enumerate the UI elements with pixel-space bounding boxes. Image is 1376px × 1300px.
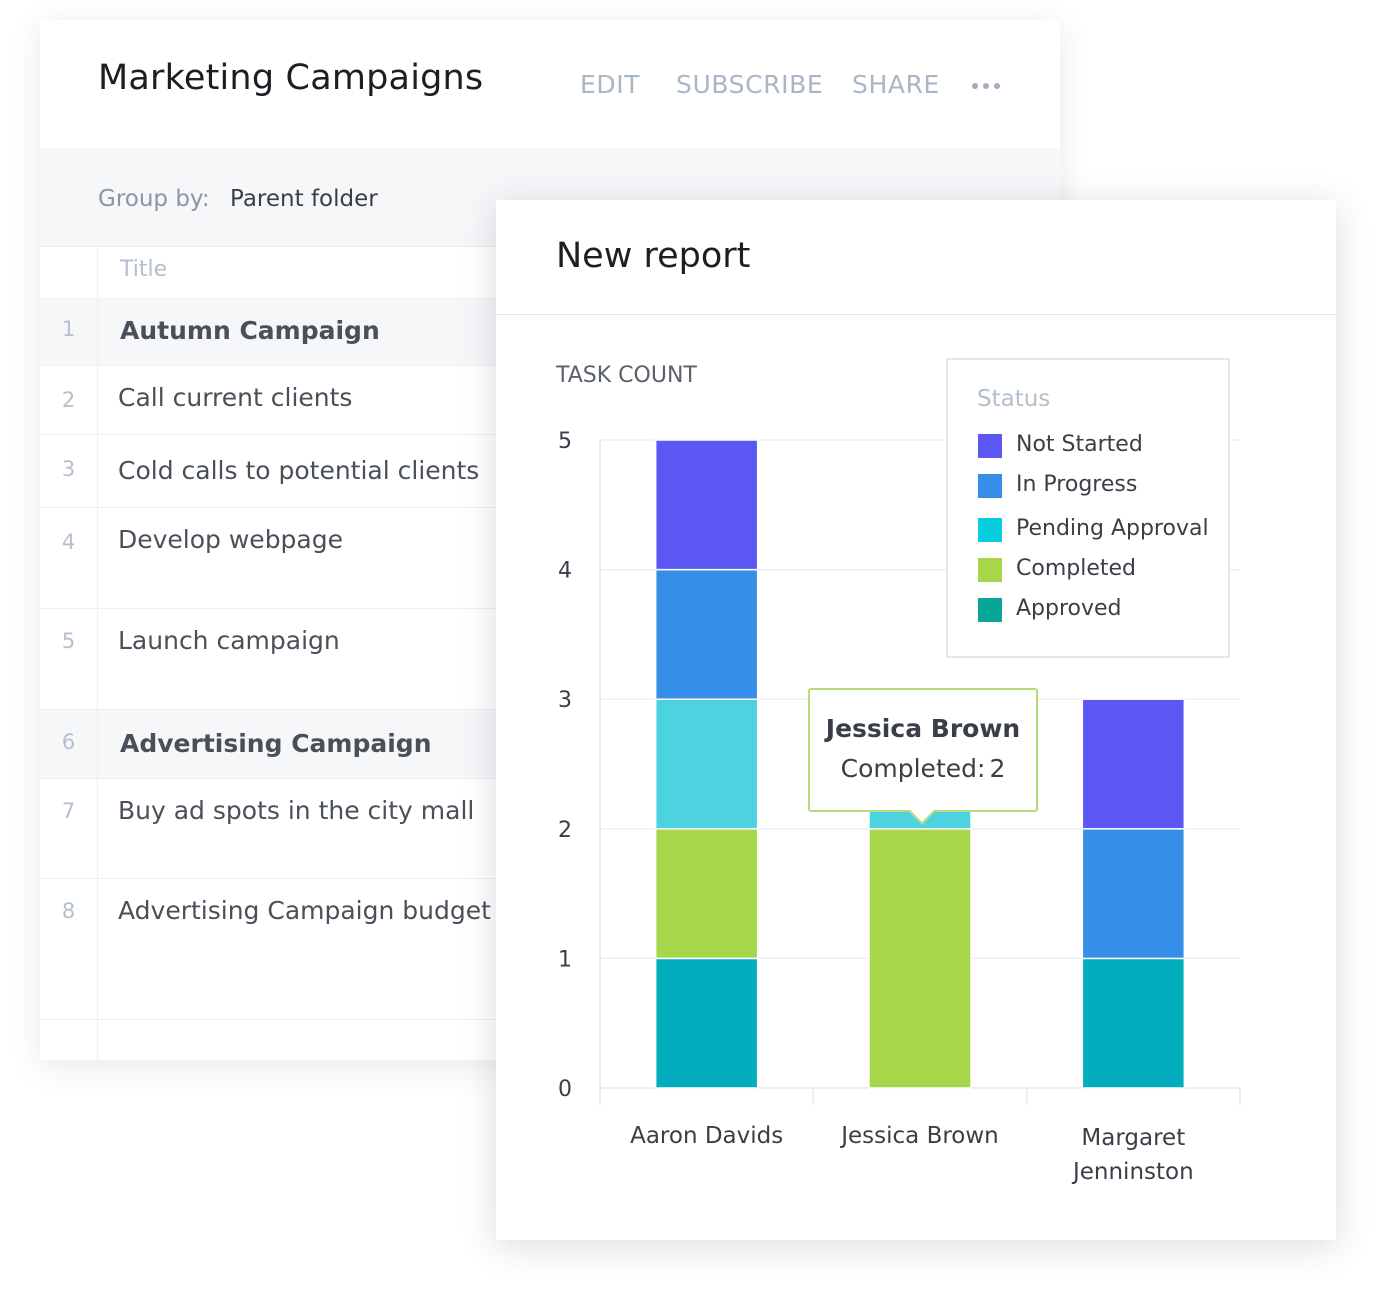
bar-segment[interactable] [654, 698, 759, 830]
report-title: New report [556, 236, 751, 276]
column-header-title[interactable]: Title [120, 257, 168, 282]
page-title: Marketing Campaigns [98, 58, 484, 98]
row-number: 7 [61, 799, 76, 823]
row-title: Call current clients [118, 383, 353, 412]
edit-button[interactable]: EDIT [580, 70, 641, 99]
row-number: 1 [61, 317, 76, 341]
share-button[interactable]: SHARE [852, 70, 940, 99]
y-tick-label: 5 [558, 429, 572, 454]
legend-swatch [978, 474, 1002, 498]
row-title: Launch campaign [118, 626, 340, 655]
x-tick-label: Margaret Jenninston [1071, 1125, 1194, 1185]
row-number: 3 [61, 457, 76, 481]
column-divider [97, 246, 98, 1060]
row-title: Cold calls to potential clients [118, 456, 480, 485]
bar-segment[interactable] [1081, 828, 1186, 960]
x-tick-label: Jessica Brown [839, 1123, 999, 1149]
bar-segment[interactable] [868, 828, 972, 1089]
tooltip-name: Jessica Brown [825, 714, 1021, 743]
report-panel: New report TASK COUNT 0 1 2 3 4 5 Aaron Davids J… [496, 200, 1336, 1240]
legend-label: Approved [1016, 596, 1122, 621]
legend-label: Not Started [1016, 432, 1143, 457]
row-title: Buy ad spots in the city mall [118, 796, 475, 825]
tooltip-separator: : [977, 754, 986, 783]
group-by-label: Group by: [98, 186, 210, 212]
legend-swatch [978, 598, 1002, 622]
y-tick-label: 2 [558, 818, 572, 843]
bar-segment[interactable] [654, 828, 759, 960]
legend-swatch [978, 558, 1002, 582]
bar-segment[interactable] [654, 568, 759, 700]
legend-label: Pending Approval [1016, 516, 1209, 541]
subscribe-button[interactable]: SUBSCRIBE [676, 70, 824, 99]
chart-legend: Status Not Started In Progress Pending App… [946, 358, 1230, 658]
row-number: 8 [61, 899, 76, 923]
tooltip-value: Completed: 2 [810, 754, 1036, 783]
report-divider [496, 314, 1336, 315]
list-header: Marketing Campaigns EDIT SUBSCRIBE SHARE [40, 20, 1060, 148]
chart-tooltip: Jessica Brown Completed: 2 [808, 688, 1038, 812]
row-title: Advertising Campaign [120, 729, 432, 758]
row-title: Advertising Campaign budget [118, 896, 491, 925]
y-axis-label: TASK COUNT [555, 363, 697, 388]
tooltip-count: 2 [989, 754, 1006, 783]
y-tick-label: 3 [558, 688, 572, 713]
row-number: 6 [61, 730, 76, 754]
y-tick-label: 1 [558, 947, 572, 972]
bar-segment[interactable] [1081, 957, 1186, 1089]
row-title: Develop webpage [118, 525, 343, 554]
legend-swatch [978, 434, 1002, 458]
legend-label: Completed [1016, 556, 1136, 581]
more-horizontal-icon[interactable] [972, 83, 1002, 91]
row-number: 2 [61, 388, 76, 412]
tooltip-series: Completed [840, 754, 977, 783]
bar-segment[interactable] [1081, 698, 1186, 830]
stacked-bar-chart: TASK COUNT 0 1 2 3 4 5 Aaron Davids Jessica Brow… [555, 363, 1241, 1185]
y-tick-label: 4 [558, 559, 572, 584]
legend-title: Status [977, 386, 1051, 412]
row-number: 4 [61, 530, 76, 554]
legend-label: In Progress [1016, 472, 1138, 497]
bar-segment[interactable] [654, 957, 759, 1089]
bar-segment[interactable] [654, 439, 759, 571]
legend-swatch [978, 518, 1002, 542]
x-tick-label: Aaron Davids [630, 1123, 783, 1149]
row-title: Autumn Campaign [120, 316, 380, 345]
group-by-select[interactable]: Parent folder [230, 186, 378, 212]
row-number: 5 [61, 629, 76, 653]
y-tick-label: 0 [558, 1077, 572, 1102]
